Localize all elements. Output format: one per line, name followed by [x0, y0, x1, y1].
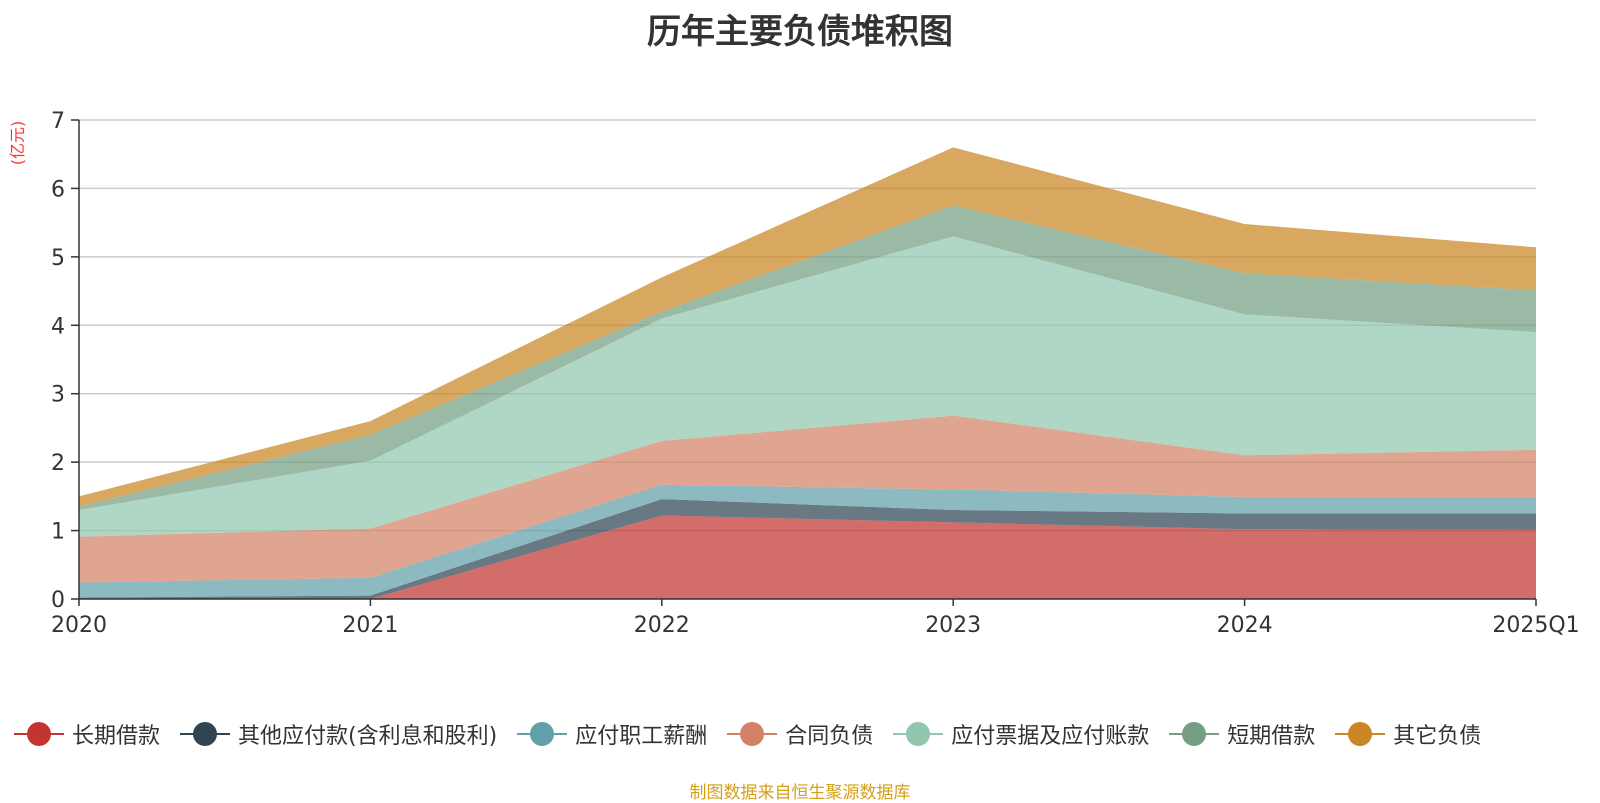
legend-label: 其他应付款(含利息和股利): [238, 724, 498, 749]
source-note: 制图数据来自恒生聚源数据库: [689, 783, 911, 803]
legend-marker-icon: [14, 721, 64, 747]
legend-item[interactable]: 短期借款: [1169, 718, 1315, 750]
legend-label: 应付票据及应付账款: [951, 724, 1150, 749]
legend-marker-icon: [180, 721, 231, 747]
legend-item[interactable]: 其它负债: [1335, 718, 1481, 750]
x-tick-label: 2025Q1: [1492, 613, 1579, 638]
y-tick-label: 4: [51, 314, 65, 339]
legend-label: 合同负债: [785, 724, 874, 749]
chart-title: 历年主要负债堆积图: [647, 12, 953, 52]
y-tick-label: 6: [51, 177, 65, 202]
legend-label: 应付职工薪酬: [575, 724, 708, 749]
legend-item[interactable]: 合同负债: [727, 718, 873, 750]
series-area-6: [79, 147, 1536, 507]
legend-marker-icon: [727, 721, 778, 747]
legend-label: 其它负债: [1393, 724, 1482, 749]
x-tick-label: 2020: [51, 613, 107, 638]
series-area-3: [79, 415, 1536, 583]
series-area-4: [79, 236, 1536, 537]
x-tick-label: 2023: [925, 613, 981, 638]
series-area-0: [79, 515, 1536, 599]
legend-marker-icon: [517, 721, 568, 747]
series-area-5: [79, 205, 1536, 511]
x-tick-label: 2021: [342, 613, 398, 638]
y-tick-label: 0: [51, 588, 65, 613]
y-tick-label: 5: [51, 246, 65, 271]
series-area-1: [79, 499, 1536, 599]
legend-item[interactable]: 应付票据及应付账款: [893, 718, 1149, 750]
legend-label: 短期借款: [1227, 724, 1316, 749]
x-tick-label: 2024: [1217, 613, 1273, 638]
axes: 0 1 2 3 4 5 6 7 2020 2021 2022 2023 2024 2025Q1: [51, 109, 1580, 638]
y-tick-label: 2: [51, 451, 65, 476]
y-tick-label: 3: [51, 383, 65, 408]
legend-marker-icon: [1169, 721, 1220, 747]
series-areas: [79, 147, 1536, 599]
y-tick-label: 7: [51, 109, 65, 134]
legend-marker-icon: [893, 721, 944, 747]
series-area-2: [79, 484, 1536, 598]
y-tick-label: 1: [51, 520, 65, 545]
legend-marker-icon: [1335, 721, 1386, 747]
y-axis-unit-label: (亿元): [8, 121, 27, 166]
legend-item[interactable]: 应付职工薪酬: [517, 718, 707, 750]
legend-item[interactable]: 其他应付款(含利息和股利): [180, 718, 497, 750]
x-tick-label: 2022: [634, 613, 690, 638]
legend-label: 长期借款: [72, 724, 161, 749]
legend: 长期借款 其他应付款(含利息和股利) 应付职工薪酬 合同负债 应付票据及应付账款 短期借款…: [14, 716, 1481, 752]
legend-item[interactable]: 长期借款: [14, 718, 160, 750]
